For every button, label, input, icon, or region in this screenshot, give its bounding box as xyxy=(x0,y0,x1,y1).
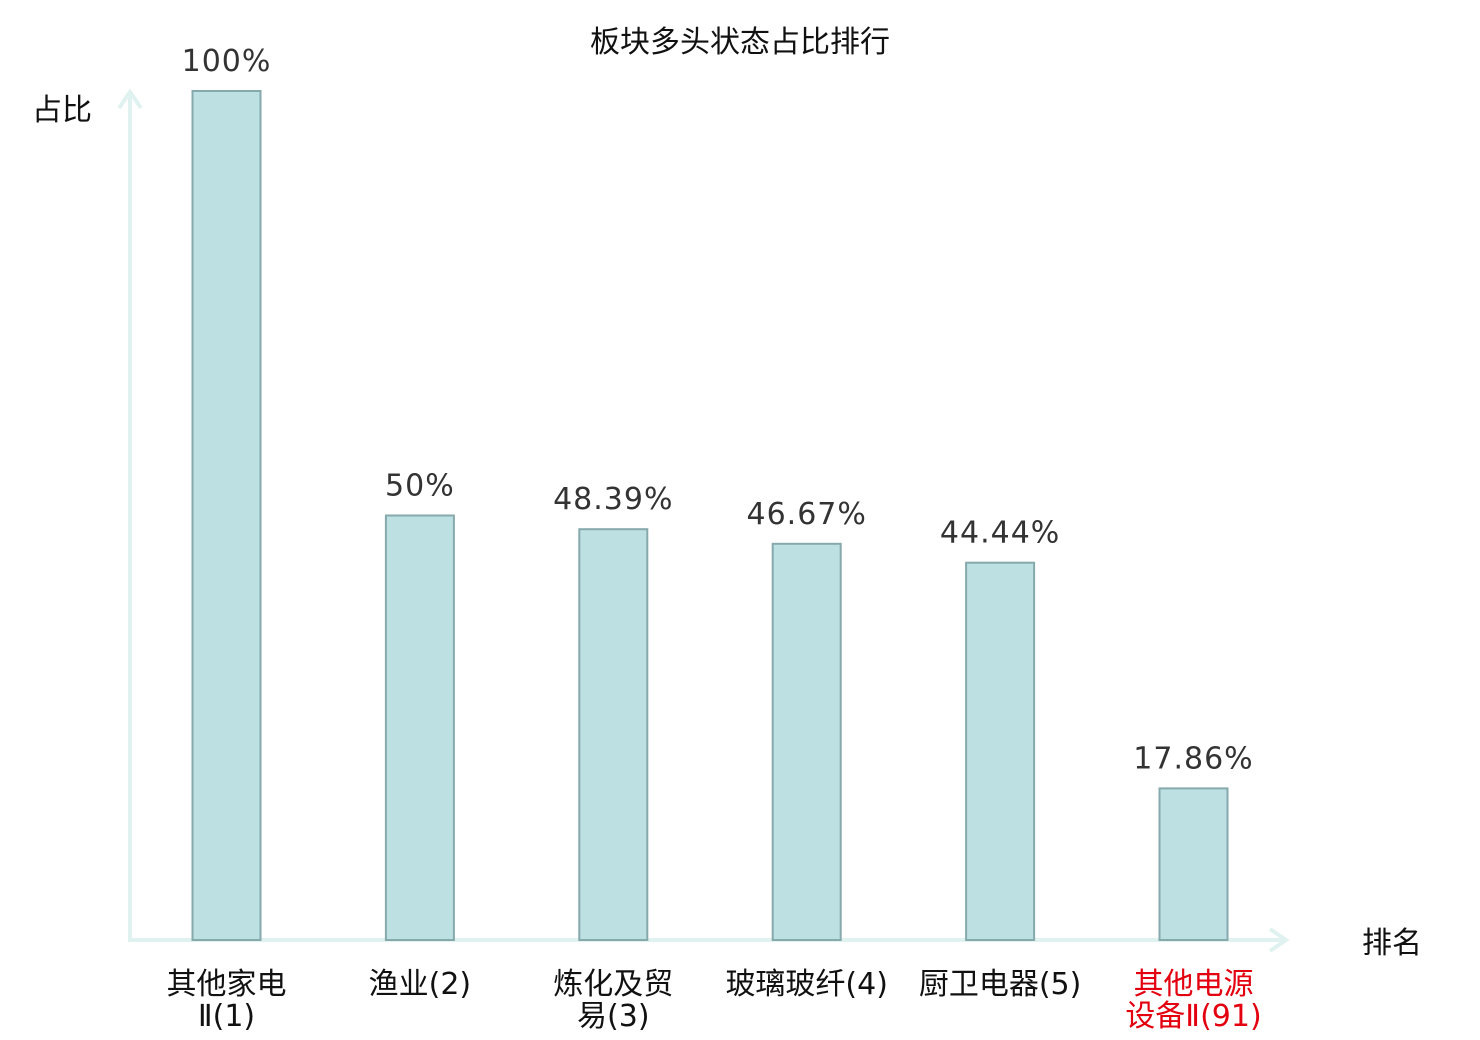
data-label: 44.44% xyxy=(940,516,1060,551)
x-axis-label: 排名 xyxy=(1362,926,1422,961)
x-tick-label-line: 其他电源 xyxy=(1134,967,1254,1002)
value-labels: 100% 50% 48.39% 46.67% 44.44% 17.86% xyxy=(182,44,1253,776)
x-tick-label-line: 厨卫电器(5) xyxy=(919,967,1082,1002)
y-axis-label: 占比 xyxy=(32,93,92,128)
data-label: 48.39% xyxy=(553,482,673,517)
data-label: 46.67% xyxy=(747,497,867,532)
x-tick-label-line: Ⅱ(1) xyxy=(198,999,255,1034)
x-tick-label-line: 易(3) xyxy=(577,999,650,1034)
x-tick-label: 其他电源设备Ⅱ(91) xyxy=(1125,967,1261,1034)
x-tick-label: 其他家电 Ⅱ(1) xyxy=(167,967,287,1034)
x-tick-label-line: 渔业(2) xyxy=(369,967,472,1002)
x-tick-label-line: 玻璃玻纤(4) xyxy=(725,967,888,1002)
x-axis-arrowhead xyxy=(1268,927,1290,953)
bar xyxy=(1158,787,1229,942)
x-tick-label-line: 炼化及贸 xyxy=(553,967,673,1002)
x-tick-label: 炼化及贸易(3) xyxy=(553,967,673,1034)
x-axis xyxy=(128,927,1290,953)
x-tick-label-line: 设备Ⅱ(91) xyxy=(1125,999,1261,1034)
bars xyxy=(191,90,1229,942)
x-tick-label: 玻璃玻纤(4) xyxy=(725,967,888,1002)
bar xyxy=(771,542,842,941)
data-label: 100% xyxy=(182,44,272,79)
chart-title: 板块多头状态占比排行 xyxy=(590,25,890,60)
bar xyxy=(384,514,455,941)
x-tick-label-line: 其他家电 xyxy=(167,967,287,1002)
y-axis xyxy=(117,88,143,940)
bar xyxy=(191,90,262,941)
x-tick-label: 厨卫电器(5) xyxy=(919,967,1082,1002)
bar xyxy=(578,528,649,941)
y-axis-arrowhead xyxy=(117,88,143,110)
x-tick-label: 渔业(2) xyxy=(369,967,472,1002)
data-label: 17.86% xyxy=(1133,741,1253,776)
bar xyxy=(965,561,1036,941)
category-labels: 其他家电 Ⅱ(1) 渔业(2) 炼化及贸易(3) 玻璃玻纤(4) 厨卫电器(5) 其他电源设… xyxy=(167,967,1262,1034)
data-label: 50% xyxy=(385,469,455,504)
